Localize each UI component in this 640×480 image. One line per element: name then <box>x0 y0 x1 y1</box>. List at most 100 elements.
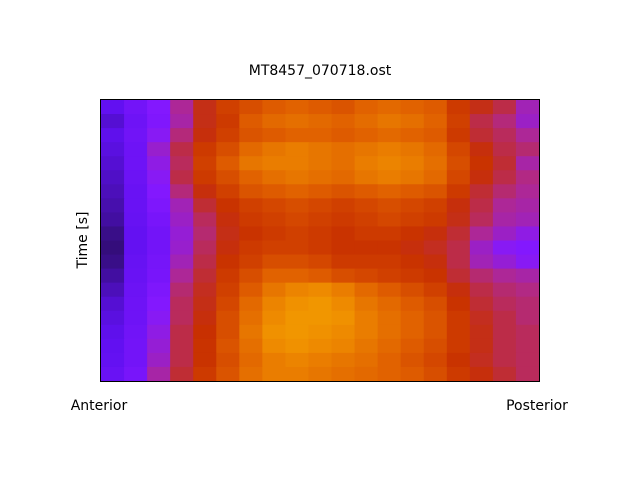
heatmap-cell <box>308 226 333 241</box>
heatmap-cell <box>193 296 217 312</box>
heatmap-cell <box>446 254 471 270</box>
heatmap-cell <box>354 282 379 298</box>
heatmap-cell <box>446 142 471 157</box>
x-end-label: Anterior <box>71 398 128 414</box>
heatmap-cell <box>400 226 425 241</box>
heatmap-cell <box>492 170 517 185</box>
heatmap-cell <box>446 156 471 171</box>
heatmap-cell <box>239 268 263 284</box>
heatmap-cell <box>170 184 194 199</box>
heatmap-cell <box>400 366 425 382</box>
heatmap-cell <box>492 366 517 382</box>
heatmap-cell <box>262 198 286 213</box>
heatmap-cell <box>354 268 379 284</box>
heatmap-cell <box>331 366 356 382</box>
heatmap-cell <box>423 114 448 129</box>
heatmap-cell <box>469 282 494 298</box>
heatmap-cell <box>469 254 494 270</box>
heatmap-cell <box>515 184 540 199</box>
heatmap-cell <box>124 100 148 115</box>
heatmap-cell <box>170 114 194 129</box>
heatmap-cell <box>170 226 194 241</box>
heatmap-cell <box>193 324 217 340</box>
heatmap-cell <box>285 212 309 227</box>
heatmap-cell <box>216 156 240 171</box>
heatmap-cell <box>354 128 379 143</box>
heatmap-cell <box>515 254 540 270</box>
heatmap-cell <box>400 212 425 227</box>
heatmap-cell <box>239 296 263 312</box>
heatmap-cell <box>446 198 471 213</box>
heatmap-cell <box>377 310 402 326</box>
heatmap-cell <box>492 226 517 241</box>
heatmap-cell <box>262 170 286 185</box>
heatmap-cell <box>101 310 125 326</box>
heatmap-cell <box>170 142 194 157</box>
heatmap-cell <box>400 296 425 312</box>
heatmap-cell <box>262 114 286 129</box>
heatmap-cell <box>515 268 540 284</box>
heatmap-cell <box>239 212 263 227</box>
heatmap-cell <box>193 352 217 368</box>
heatmap-cell <box>354 170 379 185</box>
heatmap-cell <box>400 352 425 368</box>
heatmap-cell <box>170 310 194 326</box>
heatmap-cell <box>515 282 540 298</box>
heatmap-cell <box>285 268 309 284</box>
heatmap-cell <box>423 240 448 256</box>
heatmap-cell <box>469 366 494 382</box>
heatmap-cell <box>423 128 448 143</box>
heatmap-cell <box>400 254 425 270</box>
heatmap-cell <box>377 156 402 171</box>
heatmap-cell <box>285 226 309 241</box>
heatmap-cell <box>308 170 333 185</box>
heatmap-cell <box>101 226 125 241</box>
heatmap-cell <box>170 282 194 298</box>
heatmap-cell <box>239 324 263 340</box>
heatmap-cell <box>377 240 402 256</box>
heatmap-cell <box>515 114 540 129</box>
heatmap-cell <box>446 338 471 354</box>
heatmap-cell <box>400 310 425 326</box>
heatmap-cell <box>193 254 217 270</box>
heatmap-cell <box>400 156 425 171</box>
heatmap-cell <box>101 212 125 227</box>
heatmap-cell <box>492 338 517 354</box>
heatmap-cell <box>216 240 240 256</box>
heatmap-cell <box>193 198 217 213</box>
heatmap-cell <box>308 240 333 256</box>
heatmap-cell <box>492 198 517 213</box>
heatmap-cell <box>147 282 171 298</box>
heatmap-cell <box>101 282 125 298</box>
heatmap-cell <box>331 156 356 171</box>
heatmap-cell <box>515 226 540 241</box>
heatmap-cell <box>469 324 494 340</box>
heatmap-cell <box>354 366 379 382</box>
heatmap-cell <box>239 366 263 382</box>
heatmap-cell <box>101 240 125 256</box>
heatmap-cell <box>492 282 517 298</box>
heatmap-cell <box>285 240 309 256</box>
heatmap-cell <box>308 142 333 157</box>
heatmap-cell <box>262 338 286 354</box>
heatmap-cell <box>515 324 540 340</box>
heatmap-cell <box>262 324 286 340</box>
heatmap-cell <box>216 254 240 270</box>
heatmap-cell <box>308 366 333 382</box>
heatmap-cell <box>492 254 517 270</box>
heatmap-cell <box>285 100 309 115</box>
heatmap-cell <box>193 226 217 241</box>
heatmap-cell <box>469 170 494 185</box>
heatmap-cell <box>285 170 309 185</box>
heatmap-cell <box>423 352 448 368</box>
heatmap-cell <box>515 142 540 157</box>
heatmap-cell <box>147 156 171 171</box>
heatmap-cell <box>331 198 356 213</box>
heatmap-cell <box>170 212 194 227</box>
heatmap-cell <box>354 114 379 129</box>
heatmap-cell <box>193 310 217 326</box>
heatmap-cell <box>469 352 494 368</box>
heatmap-cell <box>423 296 448 312</box>
heatmap-cell <box>469 184 494 199</box>
heatmap-cell <box>331 254 356 270</box>
